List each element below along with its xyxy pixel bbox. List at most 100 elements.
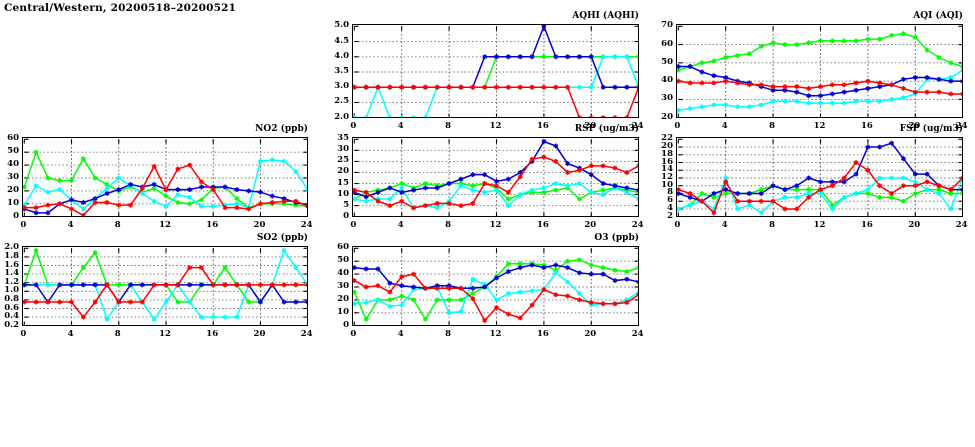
series-marker-rsp-day2 — [399, 185, 405, 191]
series-marker-fsp-day4 — [948, 187, 954, 193]
y-tick-label-rsp: 20 — [337, 166, 349, 177]
series-marker-no2-day3 — [151, 182, 157, 187]
series-marker-aqi-day4 — [889, 82, 895, 88]
x-tick-label-o3: 8 — [445, 329, 452, 339]
series-marker-o3-day4 — [387, 289, 393, 295]
series-marker-aqhi-day3 — [529, 54, 535, 60]
series-marker-so2-day4 — [116, 299, 122, 305]
series-marker-rsp-day3 — [446, 181, 452, 186]
x-tick-label-o3: 20 — [584, 329, 597, 339]
series-marker-fsp-day2 — [877, 175, 883, 181]
chart-panel-so2: SO2 (ppb) 0.2 0.4 0.6 0.8 1.0 1.2 1.4 1.6 1.8 2.0… — [4, 233, 312, 339]
series-marker-o3-day1 — [353, 289, 357, 295]
series-marker-aqi-day3 — [677, 64, 681, 69]
series-marker-aqi-day2 — [829, 100, 835, 106]
series-marker-so2-day4 — [57, 299, 63, 305]
x-tick-label-so2: 12 — [159, 329, 171, 339]
series-marker-rsp-day4 — [399, 198, 405, 204]
series-marker-o3-day3 — [588, 271, 594, 277]
series-marker-so2-day2 — [234, 314, 240, 320]
series-marker-rsp-day4 — [600, 163, 606, 169]
y-tick-label-so2: 0.6 — [4, 302, 19, 313]
series-marker-rsp-day4 — [576, 167, 582, 173]
plot-area-rsp — [352, 137, 639, 217]
y-tick-label-fsp: 20 — [661, 141, 673, 152]
series-marker-rsp-day4 — [529, 156, 535, 162]
series-marker-no2-day4 — [234, 205, 240, 211]
chart-panel-no2: NO2 (ppb) 0 10 20 30 40 50 60 0 4 8 12 16 20 24 — [7, 124, 312, 230]
series-marker-o3-day1 — [446, 297, 452, 303]
series-marker-o3-day3 — [612, 278, 618, 283]
series-marker-aqi-day2 — [806, 100, 812, 106]
series-marker-rsp-day4 — [541, 154, 547, 160]
y-tick-label-no2: 30 — [7, 172, 19, 182]
series-marker-aqi-day2 — [960, 67, 962, 73]
series-marker-so2-day4 — [33, 299, 39, 305]
series-marker-aqhi-day2 — [624, 54, 630, 60]
series-marker-rsp-day2 — [494, 187, 499, 193]
series-marker-so2-day3 — [128, 282, 134, 288]
series-marker-no2-day3 — [198, 184, 204, 190]
y-tick-label-aqhi: 3.5 — [334, 66, 349, 76]
series-marker-o3-day3 — [387, 280, 393, 286]
series-marker-fsp-day2 — [841, 194, 847, 200]
series-marker-fsp-day2 — [735, 206, 741, 212]
series-marker-fsp-day2 — [936, 191, 942, 196]
chart-panel-o3: O3 (ppb) 0 10 20 30 40 50 60 0 4 8 12 16 20 24 — [337, 233, 643, 339]
y-tick-label-rsp: 10 — [337, 188, 349, 199]
series-marker-fsp-day3 — [853, 171, 859, 177]
y-tick-label-fsp: 18 — [661, 148, 673, 159]
series-marker-o3-day4 — [470, 296, 476, 302]
x-tick-label-o3: 0 — [350, 329, 357, 339]
series-marker-aqi-day4 — [699, 80, 705, 86]
series-marker-o3-day4 — [482, 318, 488, 323]
series-marker-o3-day1 — [612, 267, 618, 273]
series-marker-rsp-day3 — [565, 161, 571, 167]
plot-area-aqhi — [352, 24, 639, 118]
series-marker-rsp-day2 — [576, 181, 582, 186]
series-marker-fsp-day2 — [687, 202, 693, 208]
series-marker-o3-day3 — [505, 269, 511, 274]
series-marker-aqhi-day4 — [624, 115, 630, 117]
series-marker-no2-day3 — [69, 197, 74, 203]
series-marker-aqi-day2 — [723, 102, 729, 108]
series-marker-fsp-day4 — [758, 198, 764, 204]
chart-title-fsp: FSP (ug/m3) — [899, 124, 963, 134]
series-marker-rsp-day2 — [624, 189, 630, 195]
series-marker-aqi-day4 — [853, 80, 859, 86]
series-marker-no2-day2 — [33, 183, 39, 189]
series-marker-aqhi-day4 — [375, 84, 381, 90]
series-marker-no2-day1 — [69, 178, 74, 183]
series-marker-no2-day2 — [80, 206, 86, 212]
series-marker-o3-day4 — [399, 274, 405, 280]
x-tick-label-so2: 0 — [20, 329, 27, 339]
series-marker-no2-day2 — [104, 185, 110, 191]
series-marker-o3-day4 — [541, 287, 547, 292]
series-marker-o3-day2 — [399, 302, 405, 308]
series-marker-no2-day2 — [269, 157, 275, 163]
series-marker-no2-day2 — [305, 187, 307, 193]
y-tick-label-aqi: 40 — [661, 75, 673, 86]
series-marker-rsp-day3 — [553, 143, 559, 149]
series-marker-o3-day4 — [576, 297, 582, 303]
x-tick-label-aqi: 16 — [860, 121, 873, 131]
series-marker-o3-day1 — [422, 316, 428, 322]
plot-area-o3 — [352, 246, 639, 326]
series-marker-aqhi-day4 — [446, 84, 452, 90]
series-marker-aqhi-day3 — [612, 84, 618, 90]
series-marker-rsp-day4 — [446, 201, 452, 206]
series-marker-aqi-day2 — [794, 98, 800, 104]
series-marker-rsp-day4 — [470, 201, 476, 206]
series-marker-no2-day1 — [175, 200, 181, 205]
series-marker-no2-day4 — [80, 213, 86, 216]
series-marker-no2-day3 — [45, 210, 51, 216]
series-marker-aqi-day4 — [900, 86, 906, 91]
series-marker-fsp-day2 — [829, 206, 835, 212]
series-marker-fsp-day4 — [723, 179, 729, 185]
series-marker-no2-day1 — [92, 175, 98, 181]
series-marker-aqi-day4 — [735, 80, 741, 86]
series-marker-rsp-day1 — [422, 181, 428, 186]
series-marker-fsp-day2 — [782, 194, 788, 200]
series-marker-no2-day4 — [210, 187, 216, 193]
series-marker-aqhi-day1 — [541, 54, 547, 60]
